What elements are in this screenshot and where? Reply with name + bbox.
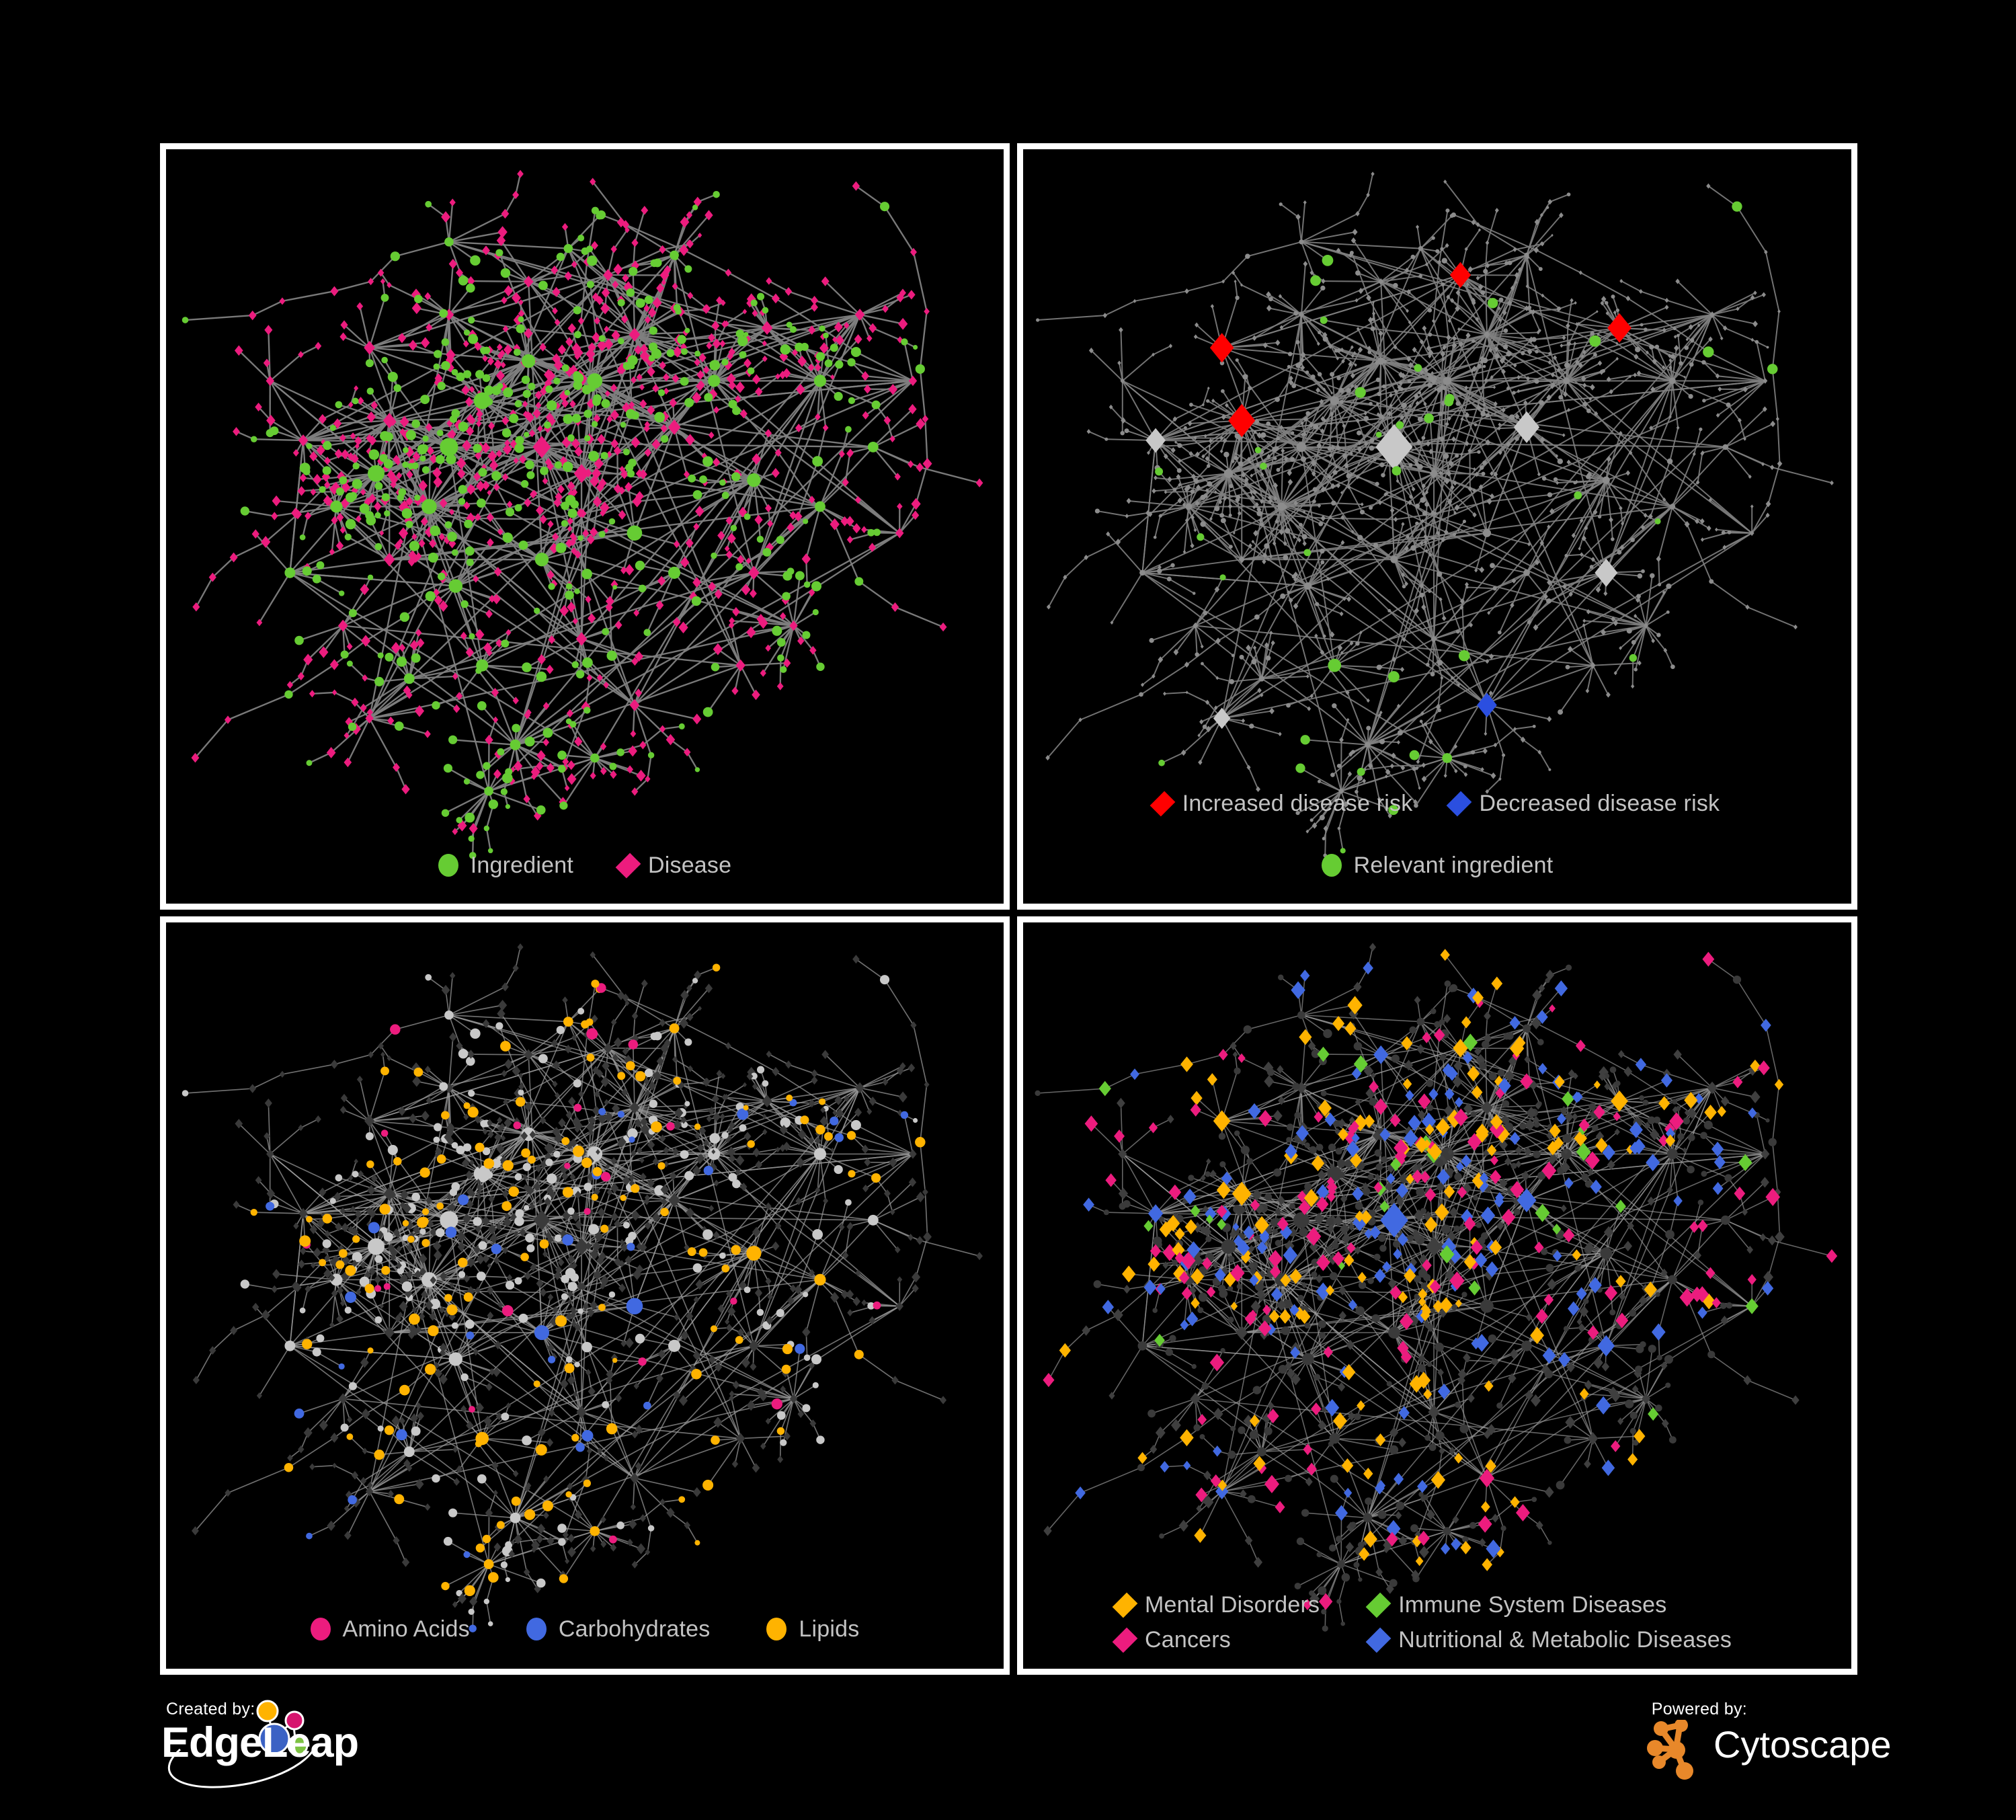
- decreased-risk-diamond-icon: [1447, 791, 1472, 816]
- created-by-label: Created by:: [166, 1700, 255, 1718]
- legend-label-lipids: Lipids: [799, 1616, 860, 1642]
- legend-item-lipids[interactable]: Lipids: [766, 1618, 859, 1640]
- legend-item-relevant-ingredient[interactable]: Relevant ingredient: [1321, 853, 1554, 878]
- legend-label-nutritional-metabolic-diseases: Nutritional & Metabolic Diseases: [1398, 1627, 1732, 1653]
- legend-item-increased-risk[interactable]: Increased disease risk: [1150, 791, 1413, 816]
- ingredient-circle-icon: [438, 854, 458, 877]
- legend-label-carbohydrates: Carbohydrates: [558, 1616, 711, 1642]
- edgeleap-logo-graphic: [167, 1700, 316, 1788]
- legend-item-ingredient[interactable]: Ingredient: [438, 854, 573, 877]
- legend-label-cancers: Cancers: [1145, 1627, 1232, 1653]
- panel-ingredient-class-network[interactable]: Amino Acids Carbohydrates Lipids: [160, 916, 1010, 1675]
- panel-disease-category-network[interactable]: Mental Disorders Immune System Diseases …: [1017, 916, 1857, 1675]
- increased-risk-diamond-icon: [1150, 791, 1176, 816]
- legend-panel-4: Mental Disorders Immune System Diseases …: [1112, 1592, 1811, 1653]
- cytoscape-logo[interactable]: Powered by: Cytoscape: [1633, 1700, 1915, 1794]
- legend-panel-1: Ingredient Disease: [166, 853, 1004, 878]
- cytoscape-wordmark: Cytoscape: [1713, 1723, 1892, 1766]
- network-graph-ingredient-disease: [182, 169, 983, 859]
- figure-footer: Created by: EdgeLeap Powe: [0, 1681, 2016, 1820]
- immune-system-diseases-diamond-icon: [1365, 1592, 1392, 1618]
- powered-by-label: Powered by:: [1651, 1700, 1747, 1718]
- legend-label-mental-disorders: Mental Disorders: [1145, 1592, 1320, 1618]
- network-graph-disease-risk: [1036, 171, 1834, 858]
- legend-item-mental-disorders[interactable]: Mental Disorders: [1112, 1592, 1320, 1618]
- disease-diamond-icon: [615, 853, 641, 878]
- legend-panel-2: Increased disease risk Decreased disease…: [1023, 791, 1851, 878]
- carbohydrates-circle-icon: [526, 1618, 547, 1640]
- legend-label-disease: Disease: [647, 853, 732, 878]
- legend-label-amino-acids: Amino Acids: [342, 1616, 470, 1642]
- network-canvas-1[interactable]: [166, 149, 1004, 904]
- amino-acids-circle-icon: [310, 1618, 331, 1640]
- legend-item-cancers[interactable]: Cancers: [1112, 1627, 1320, 1653]
- legend-item-immune-system-diseases[interactable]: Immune System Diseases: [1365, 1592, 1732, 1618]
- legend-label-increased-risk: Increased disease risk: [1182, 791, 1413, 816]
- network-canvas-2[interactable]: [1023, 149, 1851, 904]
- edgeleap-wordmark: EdgeLeap: [161, 1719, 359, 1766]
- panel-disease-risk-network[interactable]: Increased disease risk Decreased disease…: [1017, 143, 1857, 910]
- legend-item-amino-acids[interactable]: Amino Acids: [310, 1616, 470, 1642]
- cytoscape-logo-graphic: [1647, 1720, 1693, 1780]
- legend-label-relevant-ingredient: Relevant ingredient: [1353, 853, 1554, 878]
- legend-label-decreased-risk: Decreased disease risk: [1479, 791, 1720, 816]
- legend-item-disease[interactable]: Disease: [615, 853, 732, 878]
- legend-label-ingredient: Ingredient: [470, 853, 573, 878]
- legend-label-immune-system-diseases: Immune System Diseases: [1398, 1592, 1667, 1618]
- relevant-ingredient-circle-icon: [1321, 854, 1342, 877]
- edgeleap-logo[interactable]: Created by: EdgeLeap: [161, 1700, 417, 1801]
- legend-panel-3: Amino Acids Carbohydrates Lipids: [166, 1618, 1004, 1640]
- network-canvas-3[interactable]: [166, 922, 1004, 1669]
- network-graph-ingredient-class: [182, 943, 983, 1632]
- legend-item-carbohydrates[interactable]: Carbohydrates: [526, 1618, 711, 1640]
- legend-item-decreased-risk[interactable]: Decreased disease risk: [1447, 791, 1720, 816]
- legend-item-nutritional-metabolic-diseases[interactable]: Nutritional & Metabolic Diseases: [1365, 1627, 1732, 1653]
- nutritional-metabolic-diseases-diamond-icon: [1365, 1627, 1392, 1653]
- panel-ingredient-disease-network[interactable]: Ingredient Disease: [160, 143, 1010, 910]
- lipids-circle-icon: [766, 1618, 787, 1640]
- network-graph-disease-category: [1035, 943, 1838, 1632]
- network-canvas-4[interactable]: [1023, 922, 1851, 1669]
